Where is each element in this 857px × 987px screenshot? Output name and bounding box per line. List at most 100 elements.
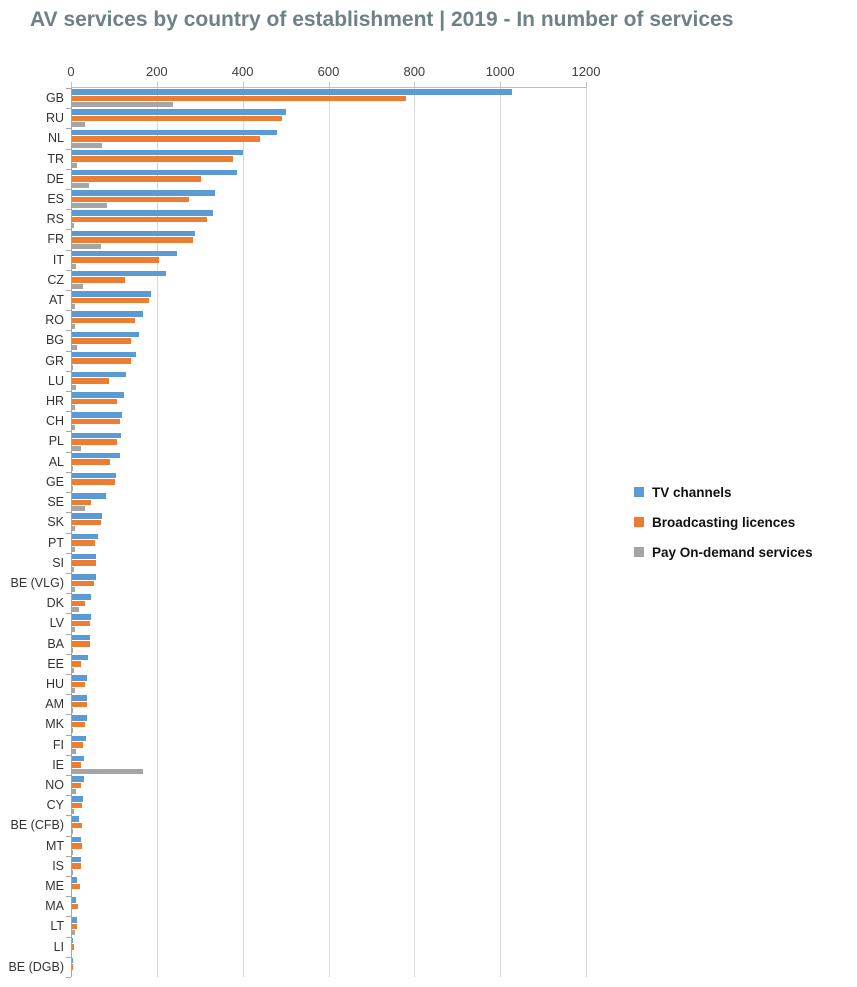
- category-axis-tick: [66, 148, 71, 150]
- category-label: SE: [47, 495, 64, 510]
- bar-row: [72, 371, 586, 391]
- bar-tv-channels: [72, 149, 244, 156]
- category-label: ME: [45, 878, 64, 893]
- bar-row: [72, 856, 586, 876]
- category-axis-tick: [66, 936, 71, 938]
- category-label: DE: [46, 171, 64, 186]
- category-label: CZ: [47, 272, 64, 287]
- bar-tv-channels: [72, 574, 96, 580]
- category-label: CH: [45, 414, 64, 429]
- bar-broadcasting-licences: [72, 136, 261, 142]
- chart-title: AV services by country of establishment …: [30, 8, 734, 31]
- bar-broadcasting-licences: [72, 620, 90, 627]
- legend-swatch-icon: [634, 547, 644, 557]
- x-axis-tick-label: 1000: [485, 64, 515, 79]
- bar-row: [72, 815, 586, 835]
- legend-label: Broadcasting licences: [652, 514, 796, 530]
- bar-tv-channels: [72, 917, 77, 923]
- category-label: ES: [47, 192, 64, 207]
- bar-tv-channels: [72, 735, 87, 742]
- category-label: GE: [45, 474, 64, 489]
- bar-row: [72, 229, 586, 249]
- bar-tv-channels: [72, 432, 121, 439]
- bar-pay-on-demand-services: [72, 566, 74, 572]
- bar-broadcasting-licences: [72, 681, 85, 688]
- x-axis-tick: [414, 82, 416, 88]
- x-axis-tick-label: 600: [317, 64, 340, 79]
- bar-row: [72, 876, 586, 896]
- bar-tv-channels: [72, 937, 74, 944]
- bar-broadcasting-licences: [72, 560, 96, 566]
- bar-broadcasting-licences: [72, 176, 201, 182]
- category-axis-tick: [66, 310, 71, 312]
- bar-tv-channels: [72, 109, 287, 115]
- bar-tv-channels: [72, 311, 143, 317]
- bar-pay-on-demand-services: [72, 405, 76, 411]
- bar-tv-channels: [72, 250, 177, 257]
- category-label: SI: [52, 555, 64, 570]
- bar-row: [72, 391, 586, 411]
- bar-row: [72, 431, 586, 451]
- bar-row: [72, 613, 586, 633]
- bar-row: [72, 735, 586, 755]
- category-label: BA: [47, 636, 64, 651]
- category-axis-tick: [66, 835, 71, 837]
- bar-pay-on-demand-services: [72, 203, 108, 209]
- category-axis-tick: [66, 653, 71, 655]
- category-axis-tick: [66, 451, 71, 453]
- bar-row: [72, 896, 586, 916]
- bar-row: [72, 88, 586, 108]
- legend: TV channels Broadcasting licences Pay On-d…: [634, 477, 854, 567]
- bar-tv-channels: [72, 755, 84, 762]
- x-axis-tick: [328, 82, 330, 88]
- bar-row: [72, 330, 586, 350]
- bar-pay-on-demand-services: [72, 425, 76, 431]
- bar-row: [72, 452, 586, 472]
- bar-row: [72, 209, 586, 229]
- bar-broadcasting-licences: [72, 641, 91, 647]
- bar-broadcasting-licences: [72, 661, 81, 667]
- x-axis-tick: [242, 82, 244, 88]
- category-axis-tick: [66, 88, 71, 89]
- bar-pay-on-demand-services: [72, 324, 75, 330]
- category-axis-tick: [66, 633, 71, 635]
- bar-tv-channels: [72, 533, 99, 540]
- bar-row: [72, 654, 586, 674]
- x-axis-tick-label: 1200: [571, 64, 601, 79]
- bar-broadcasting-licences: [72, 519, 101, 526]
- bar-row: [72, 674, 586, 694]
- bar-pay-on-demand-services: [72, 526, 75, 532]
- bar-pay-on-demand-services: [72, 263, 77, 269]
- bar-broadcasting-licences: [72, 944, 75, 950]
- bar-pay-on-demand-services: [72, 688, 75, 694]
- category-axis-tick: [66, 431, 71, 433]
- category-axis-tick: [66, 249, 71, 251]
- bar-tv-channels: [72, 230, 195, 237]
- category-axis-tick: [66, 855, 71, 857]
- category-label: LI: [53, 939, 64, 954]
- bar-broadcasting-licences: [72, 479, 115, 485]
- bar-broadcasting-licences: [72, 580, 94, 586]
- category-axis-tick: [66, 552, 71, 554]
- bar-broadcasting-licences: [72, 459, 111, 465]
- bar-tv-channels: [72, 493, 107, 499]
- bar-broadcasting-licences: [72, 338, 131, 344]
- bar-row: [72, 290, 586, 310]
- bar-pay-on-demand-services: [72, 748, 76, 754]
- bar-tv-channels: [72, 412, 122, 418]
- category-axis-tick: [66, 209, 71, 211]
- x-axis-tick: [500, 82, 502, 88]
- category-label: CY: [46, 798, 64, 813]
- category-axis-tick: [66, 128, 71, 130]
- bar-broadcasting-licences: [72, 398, 117, 405]
- category-axis-tick: [66, 532, 71, 534]
- x-axis-tick: [156, 82, 158, 88]
- bar-broadcasting-licences: [72, 95, 407, 102]
- category-label: TR: [47, 151, 64, 166]
- bar-tv-channels: [72, 856, 81, 863]
- category-label: MK: [45, 717, 64, 732]
- category-label: EE: [47, 656, 64, 671]
- bar-pay-on-demand-services: [72, 122, 85, 128]
- category-axis-tick: [66, 229, 71, 231]
- category-axis-tick: [66, 330, 71, 332]
